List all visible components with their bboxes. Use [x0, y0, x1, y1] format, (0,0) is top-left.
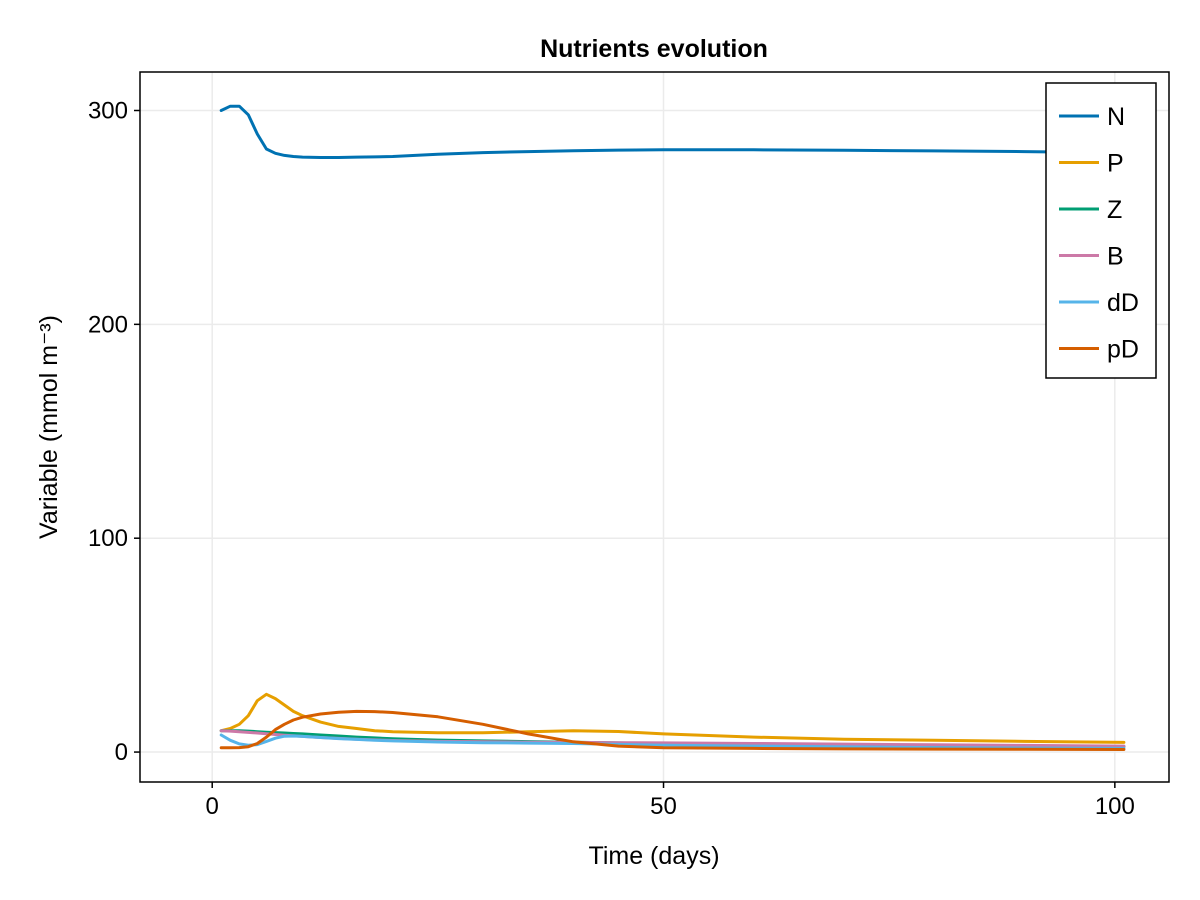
- y-tick-label: 0: [115, 739, 128, 766]
- legend-label-dd: dD: [1107, 289, 1139, 317]
- x-tick-label: 50: [650, 793, 677, 820]
- series-lines: [219, 104, 1126, 751]
- y-tick-label: 100: [88, 525, 128, 552]
- chart-title: Nutrients evolution: [540, 35, 768, 63]
- x-tick-label: 100: [1095, 793, 1135, 820]
- y-axis-label: Variable (mmol m⁻³): [35, 315, 63, 539]
- legend-label-p: P: [1107, 150, 1124, 178]
- x-axis-label: Time (days): [588, 842, 719, 870]
- grid: [140, 72, 1169, 782]
- plot-frame: [139, 71, 1170, 783]
- series-line-n: [219, 104, 1126, 159]
- series-line-pd: [219, 709, 1126, 751]
- axis-ticks: 0 50 100 0 100 200 300: [88, 97, 1135, 820]
- legend-label-n: N: [1107, 103, 1125, 131]
- x-tick-label: 0: [206, 793, 219, 820]
- legend-label-z: Z: [1107, 196, 1122, 224]
- y-tick-label: 300: [88, 97, 128, 124]
- legend-label-pd: pD: [1107, 336, 1139, 364]
- legend-label-b: B: [1107, 243, 1124, 271]
- legend-box: [1045, 82, 1157, 379]
- y-tick-label: 200: [88, 311, 128, 338]
- series-line-p: [219, 692, 1126, 744]
